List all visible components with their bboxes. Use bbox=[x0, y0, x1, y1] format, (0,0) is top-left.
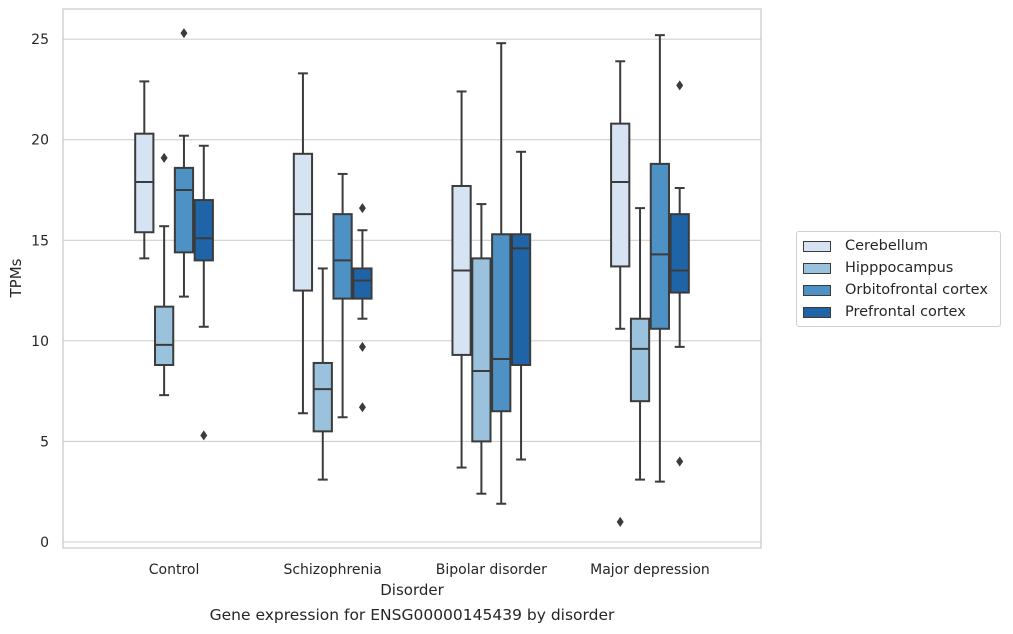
legend-label-cerebellum: Cerebellum bbox=[845, 238, 929, 254]
legend-item-hipppocampus: Hipppocampus bbox=[803, 258, 953, 278]
outlier-point bbox=[180, 28, 188, 39]
legend-label-orbitofrontal-cortex: Orbitofrontal cortex bbox=[845, 282, 988, 298]
box-orbitofrontal-cortex-schizophrenia bbox=[332, 172, 353, 419]
box-prefrontal-cortex-schizophrenia bbox=[352, 203, 373, 413]
box-cerebellum-schizophrenia bbox=[292, 72, 314, 415]
box-cerebellum-control bbox=[134, 80, 155, 260]
y-tick-label-10: 10 bbox=[31, 334, 49, 350]
box-iqr bbox=[510, 233, 532, 366]
legend-swatch-orbitofrontal-cortex bbox=[803, 284, 831, 296]
box-prefrontal-cortex-major-depression bbox=[669, 80, 690, 467]
y-tick-label-25: 25 bbox=[31, 32, 49, 48]
x-tick-label-control: Control bbox=[149, 562, 200, 578]
x-tick-label-bipolar-disorder: Bipolar disorder bbox=[436, 562, 547, 578]
box-iqr bbox=[312, 361, 333, 433]
y-tick-label-20: 20 bbox=[31, 133, 49, 149]
outlier-point bbox=[200, 430, 208, 441]
figure-caption: Gene expression for ENSG00000145439 by d… bbox=[209, 606, 615, 624]
plot-area bbox=[134, 28, 690, 527]
box-iqr bbox=[193, 199, 214, 262]
box-orbitofrontal-cortex-major-depression bbox=[649, 34, 670, 483]
x-tick-label-schizophrenia: Schizophrenia bbox=[283, 562, 381, 578]
legend-swatch-hipppocampus bbox=[803, 262, 831, 274]
legend-label-prefrontal-cortex: Prefrontal cortex bbox=[845, 304, 966, 320]
x-axis-label: Disorder bbox=[380, 581, 444, 599]
box-prefrontal-cortex-bipolar-disorder bbox=[510, 150, 532, 461]
box-hipppocampus-control bbox=[154, 152, 175, 397]
box-orbitofrontal-cortex-control bbox=[173, 28, 195, 298]
x-tick-label-major-depression: Major depression bbox=[590, 562, 710, 578]
box-cerebellum-major-depression bbox=[610, 60, 631, 527]
y-tick-label-0: 0 bbox=[40, 535, 49, 551]
box-iqr bbox=[154, 305, 175, 366]
box-iqr bbox=[173, 166, 195, 254]
box-hipppocampus-bipolar-disorder bbox=[471, 203, 492, 495]
outlier-point bbox=[358, 402, 366, 413]
y-axis-label: TPMs bbox=[7, 258, 25, 298]
legend: Cerebellum Hipppocampus Orbitofrontal co… bbox=[796, 231, 1001, 327]
outlier-point bbox=[676, 80, 684, 91]
x-tick-labels: Control Schizophrenia Bipolar disorder Majo… bbox=[149, 562, 710, 578]
box-iqr bbox=[352, 267, 373, 300]
y-tick-labels: 0 5 10 15 20 25 bbox=[31, 32, 49, 551]
box-iqr bbox=[491, 233, 512, 413]
box-orbitofrontal-cortex-bipolar-disorder bbox=[491, 42, 512, 505]
box-iqr bbox=[134, 132, 155, 234]
outlier-point bbox=[358, 341, 366, 352]
legend-swatch-cerebellum bbox=[803, 240, 831, 252]
plot-frame bbox=[62, 8, 762, 549]
y-tick-label-5: 5 bbox=[40, 434, 49, 450]
box-iqr bbox=[332, 213, 353, 300]
box-iqr bbox=[649, 162, 670, 330]
outlier-point bbox=[160, 152, 168, 163]
box-iqr bbox=[292, 152, 314, 292]
outlier-point bbox=[358, 203, 366, 214]
box-iqr bbox=[669, 213, 690, 294]
box-hipppocampus-major-depression bbox=[629, 207, 651, 481]
legend-item-cerebellum: Cerebellum bbox=[803, 236, 928, 256]
legend-item-orbitofrontal-cortex: Orbitofrontal cortex bbox=[803, 280, 988, 300]
box-iqr bbox=[471, 257, 492, 443]
box-iqr bbox=[610, 122, 631, 268]
box-cerebellum-bipolar-disorder bbox=[451, 90, 472, 469]
y-tick-label-15: 15 bbox=[31, 233, 49, 249]
legend-label-hipppocampus: Hipppocampus bbox=[845, 260, 954, 276]
legend-item-prefrontal-cortex: Prefrontal cortex bbox=[803, 302, 966, 322]
legend-swatch-prefrontal-cortex bbox=[803, 306, 831, 318]
outlier-point bbox=[616, 516, 624, 527]
box-iqr bbox=[629, 317, 651, 403]
outlier-point bbox=[676, 456, 684, 467]
box-prefrontal-cortex-control bbox=[193, 144, 214, 441]
box-hipppocampus-schizophrenia bbox=[312, 267, 333, 481]
